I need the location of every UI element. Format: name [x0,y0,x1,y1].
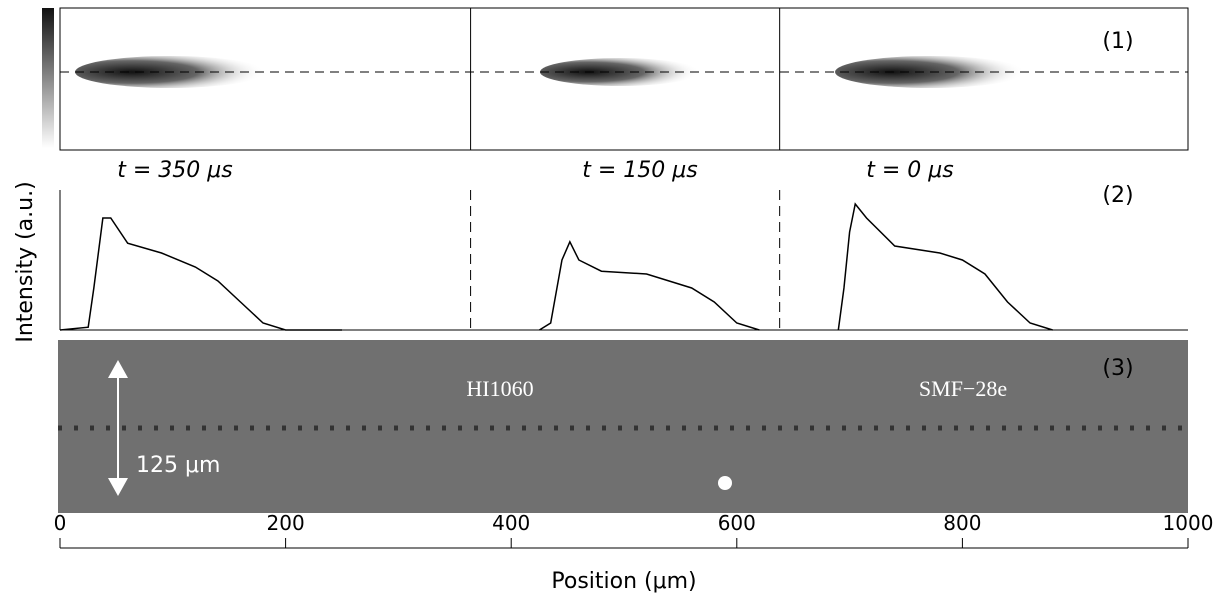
x-tick-label: 800 [943,511,981,535]
panel-label: (1) [1102,29,1133,54]
y-axis-label: Intensity (a.u.) [13,181,38,342]
x-tick-label: 400 [492,511,530,535]
panel-label: (3) [1102,356,1133,381]
panel-label: (2) [1102,183,1133,208]
intensity-curve [539,240,760,331]
fiber-label: HI1060 [466,376,533,401]
x-tick-label: 600 [718,511,756,535]
colorbar [42,8,54,148]
time-label: t = 0 μs [866,158,954,183]
intensity-curve [59,217,342,331]
marker-dot [718,476,732,490]
x-tick-label: 200 [267,511,305,535]
x-tick-label: 1000 [1163,511,1214,535]
x-axis-label: Position (μm) [551,569,696,594]
time-label: t = 150 μs [582,158,698,183]
fiber-label: SMF−28e [919,376,1007,401]
fiber-image [58,340,1188,513]
scale-label: 125 μm [136,453,220,478]
time-label: t = 350 μs [117,158,233,183]
intensity-curve [837,202,1053,331]
x-tick-label: 0 [54,511,67,535]
